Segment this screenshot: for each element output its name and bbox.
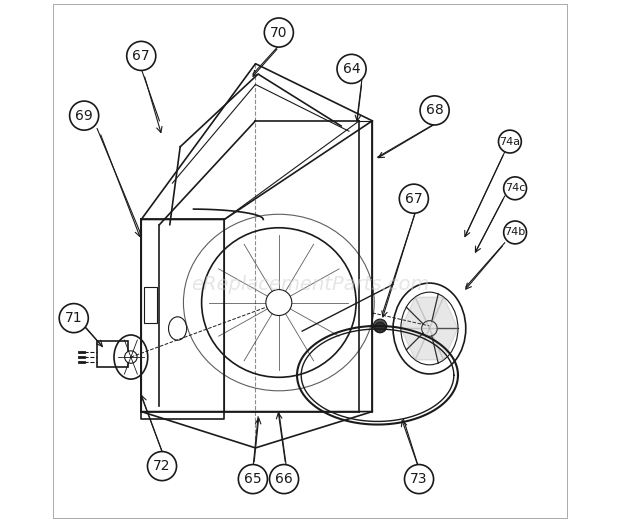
Text: 66: 66	[275, 472, 293, 486]
Circle shape	[404, 465, 433, 494]
Text: 73: 73	[410, 472, 428, 486]
Text: 67: 67	[405, 192, 423, 206]
Text: 68: 68	[426, 103, 443, 117]
Text: 69: 69	[75, 109, 93, 123]
Polygon shape	[430, 297, 458, 328]
Circle shape	[266, 290, 292, 315]
Circle shape	[125, 351, 137, 363]
Text: 74b: 74b	[505, 228, 526, 238]
Circle shape	[60, 304, 88, 333]
Polygon shape	[415, 297, 444, 328]
Circle shape	[503, 177, 526, 200]
Polygon shape	[401, 297, 430, 328]
FancyBboxPatch shape	[97, 341, 128, 367]
Circle shape	[420, 96, 449, 125]
Circle shape	[399, 184, 428, 213]
Text: 67: 67	[133, 49, 150, 63]
Text: 64: 64	[343, 62, 360, 76]
Polygon shape	[401, 328, 430, 360]
FancyBboxPatch shape	[144, 287, 157, 323]
Polygon shape	[430, 328, 458, 360]
Circle shape	[264, 18, 293, 47]
Text: 65: 65	[244, 472, 262, 486]
Circle shape	[337, 54, 366, 84]
Text: eReplacementParts.com: eReplacementParts.com	[191, 275, 429, 294]
Circle shape	[375, 322, 385, 333]
Circle shape	[503, 221, 526, 244]
Circle shape	[148, 452, 177, 481]
Circle shape	[422, 321, 437, 336]
Text: 72: 72	[153, 459, 170, 473]
Circle shape	[238, 465, 267, 494]
Circle shape	[373, 319, 387, 333]
Circle shape	[69, 101, 99, 130]
Text: 74c: 74c	[505, 183, 525, 193]
Text: 71: 71	[65, 311, 82, 325]
Circle shape	[498, 130, 521, 153]
Polygon shape	[415, 328, 444, 360]
Text: 74a: 74a	[499, 137, 520, 147]
Text: 70: 70	[270, 26, 288, 40]
Circle shape	[126, 41, 156, 70]
Circle shape	[270, 465, 299, 494]
